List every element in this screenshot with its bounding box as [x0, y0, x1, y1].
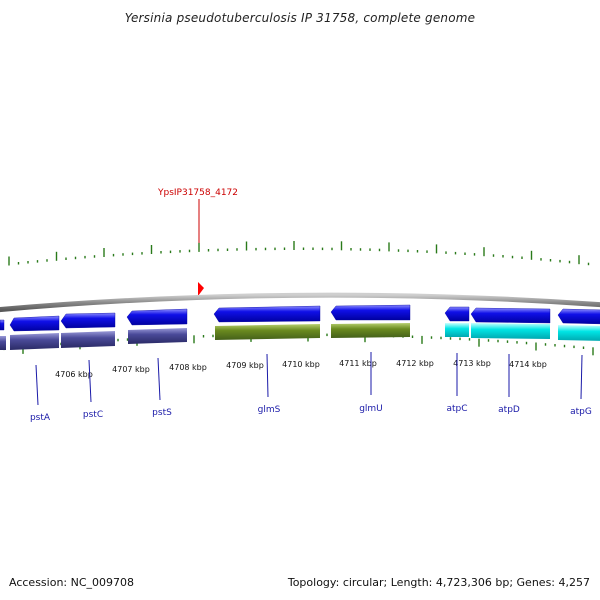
cog-segment	[215, 324, 320, 340]
cog-segment	[61, 331, 115, 348]
highlight-marker[interactable]	[198, 282, 204, 296]
gene-leader-line	[580, 354, 583, 400]
kbp-label: 4710 kbp	[282, 360, 320, 369]
kbp-label: 4707 kbp	[112, 365, 150, 374]
cog-category-track	[0, 323, 600, 350]
gene-leader-line	[35, 364, 39, 406]
cog-segment	[471, 323, 550, 339]
genome-backbone	[0, 292, 600, 313]
cog-segment	[558, 325, 600, 341]
gene-label-atpd[interactable]: atpD	[498, 405, 520, 415]
kbp-label: 4709 kbp	[226, 361, 264, 370]
gene-leader-line	[266, 353, 269, 398]
position-scale: 4706 kbp 4707 kbp 4708 kbp 4709 kbp 4710…	[55, 359, 547, 379]
gene-labels: pstA pstC pstS glmS glmU atpC atpD atpG	[30, 352, 592, 423]
kbp-label: 4713 kbp	[453, 359, 491, 368]
accession-text: Accession: NC_009708	[9, 576, 135, 589]
forward-strand-track	[0, 304, 600, 332]
map-title: Yersinia pseudotuberculosis IP 31758, co…	[125, 11, 476, 25]
cds-arrow[interactable]	[0, 319, 5, 331]
gene-leader-line	[88, 359, 92, 403]
gene-label-glmu[interactable]: glmU	[359, 404, 383, 414]
kbp-label: 4714 kbp	[509, 360, 547, 369]
kbp-label: 4706 kbp	[55, 370, 93, 379]
gene-label-atpg[interactable]: atpG	[570, 407, 592, 417]
gc-content-ticks	[8, 241, 590, 266]
cog-segment	[128, 328, 187, 344]
cds-arrow[interactable]	[9, 315, 60, 332]
cds-arrow[interactable]	[557, 308, 600, 325]
gene-label-atpc[interactable]: atpC	[446, 404, 467, 414]
kbp-label: 4708 kbp	[169, 363, 207, 372]
cds-arrow[interactable]	[126, 308, 188, 326]
cds-arrow[interactable]	[330, 304, 411, 321]
gene-label-psts[interactable]: pstS	[152, 408, 172, 418]
gene-leader-line	[157, 357, 161, 401]
cds-arrow[interactable]	[470, 307, 551, 324]
cds-arrow[interactable]	[444, 306, 470, 322]
cog-segment	[0, 336, 6, 350]
cds-arrow[interactable]	[213, 305, 321, 323]
cds-arrow[interactable]	[60, 312, 116, 329]
highlight-label[interactable]: YpsIP31758_4172	[157, 188, 238, 198]
cog-segment	[445, 323, 469, 337]
cog-segment	[10, 333, 59, 350]
kbp-label: 4712 kbp	[396, 359, 434, 368]
gene-label-pstc[interactable]: pstC	[83, 410, 103, 420]
gene-label-glms[interactable]: glmS	[258, 405, 281, 415]
cog-segment	[331, 323, 410, 338]
genome-stats-text: Topology: circular; Length: 4,723,306 bp…	[287, 576, 590, 589]
gene-label-psta[interactable]: pstA	[30, 413, 51, 423]
kbp-label: 4711 kbp	[339, 359, 377, 368]
